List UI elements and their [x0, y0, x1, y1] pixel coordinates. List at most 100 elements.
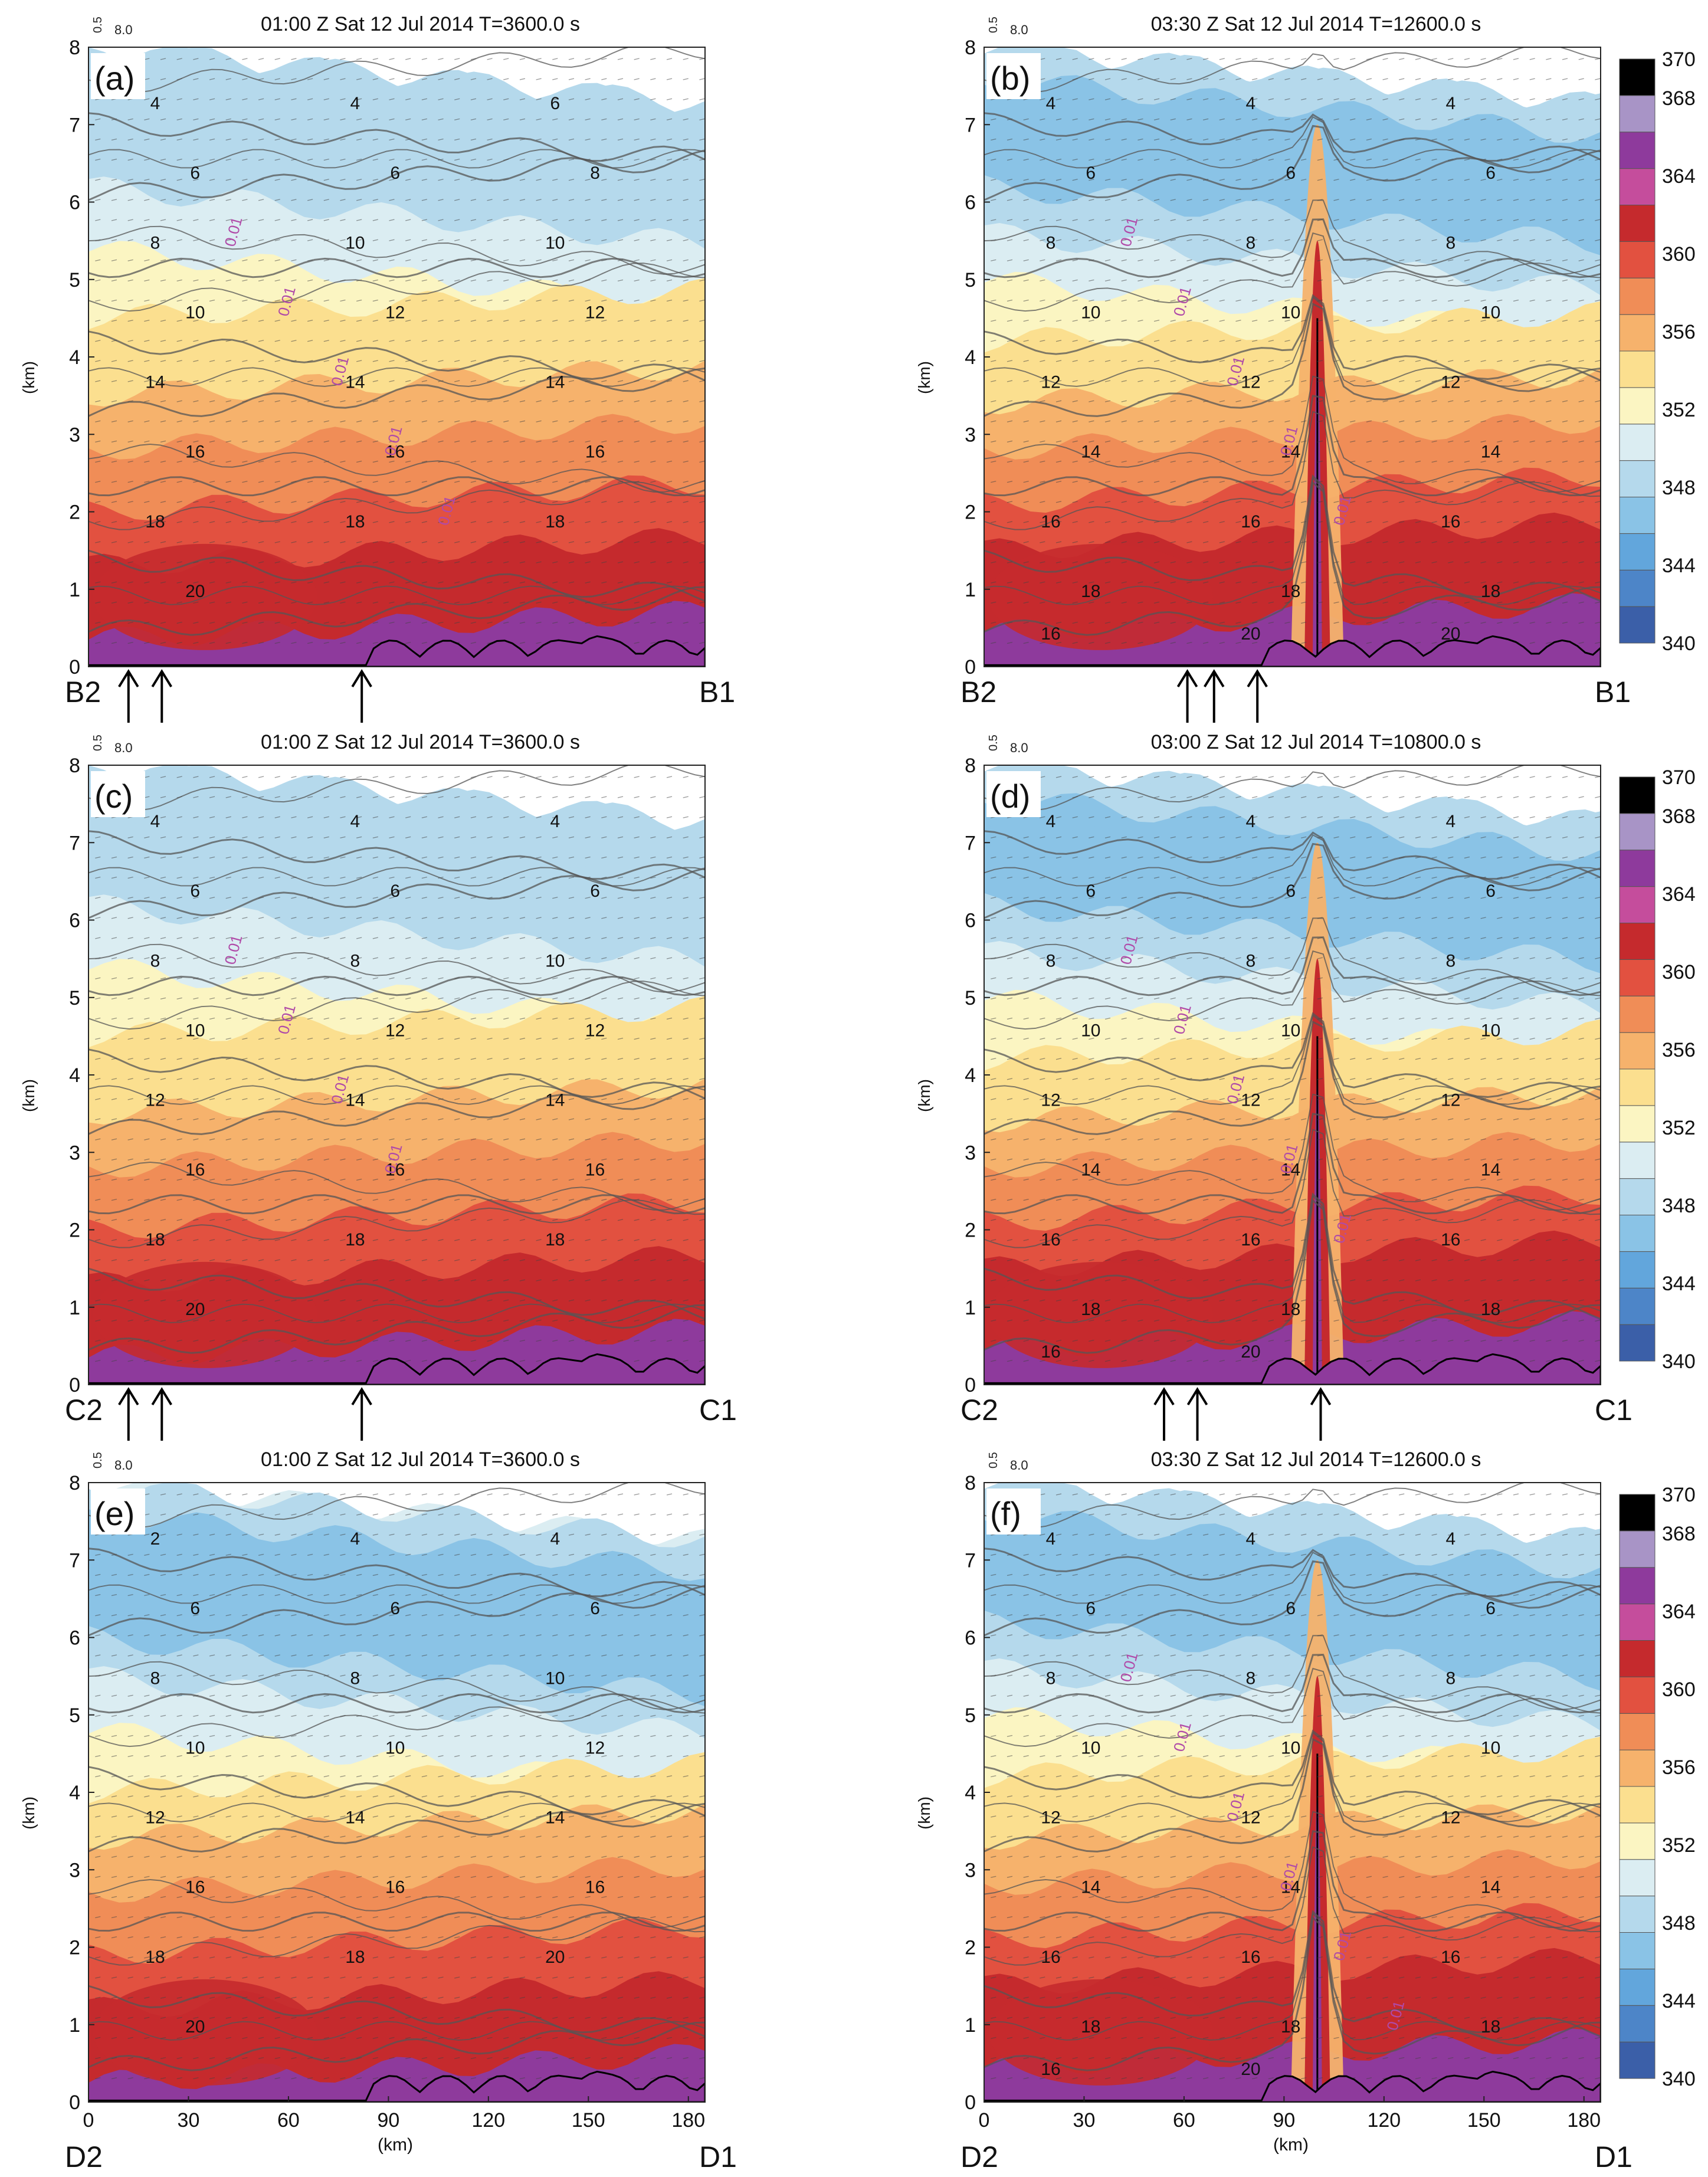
wind-vector: [1089, 561, 1094, 563]
wind-vector: [1040, 1037, 1045, 1040]
wind-vector: [1333, 259, 1339, 261]
wind-vector: [1578, 219, 1584, 221]
wind-vector: [421, 1319, 428, 1322]
wind-vector: [552, 1319, 558, 1322]
wind-vector: [666, 199, 673, 201]
wind-vector: [176, 480, 182, 483]
wind-vector: [1186, 957, 1192, 959]
wind-vector: [1366, 1319, 1372, 1322]
moisture-contour: [88, 1303, 705, 1323]
wind-vector: [1464, 601, 1470, 604]
y-tick-label: 7: [69, 832, 80, 854]
wind-vector: [1529, 460, 1535, 463]
wind-vector: [1562, 199, 1568, 201]
wind-vector: [438, 199, 444, 201]
wind-vector: [1268, 1239, 1274, 1241]
wind-vector: [1153, 1078, 1160, 1080]
wind-vector: [1186, 1158, 1192, 1161]
wind-vector: [438, 977, 444, 979]
wind-vector: [1089, 1037, 1094, 1040]
wind-vector: [1464, 279, 1470, 282]
wind-vector: [95, 138, 101, 141]
wind-vector: [176, 521, 182, 523]
wind-vector: [617, 561, 624, 563]
wind-vector: [274, 1158, 280, 1161]
wind-vector: [356, 239, 362, 241]
wind-vector: [601, 621, 607, 624]
wind-vector: [503, 541, 509, 543]
wind-vector: [1153, 1037, 1160, 1040]
wind-vector: [160, 856, 166, 859]
wind-vector: [1007, 179, 1013, 181]
wind-vector: [1170, 856, 1176, 859]
wind-vector: [699, 541, 705, 543]
wind-vector: [1268, 480, 1274, 483]
wind-vector: [356, 937, 362, 939]
wind-vector: [1170, 796, 1176, 798]
wind-vector: [242, 796, 248, 798]
wind-vector: [323, 796, 329, 798]
moisture-contour: [984, 116, 1601, 169]
wind-vector: [1415, 440, 1421, 443]
contour-label: 6: [1086, 163, 1096, 183]
wind-vector: [1366, 118, 1372, 121]
contour-label: 10: [1281, 303, 1300, 322]
wind-vector: [1562, 78, 1568, 80]
wind-vector: [585, 480, 591, 483]
wind-vector: [536, 460, 542, 463]
wind-vector: [1007, 138, 1013, 141]
wind-vector: [536, 601, 542, 604]
wind-vector: [1170, 98, 1176, 100]
wind-vector: [1055, 601, 1062, 604]
wind-vector: [1366, 796, 1372, 798]
wind-vector: [1040, 1239, 1045, 1241]
wind-vector: [1186, 836, 1192, 839]
wind-vector: [1464, 239, 1470, 241]
wind-vector: [111, 521, 117, 523]
wind-vector: [421, 521, 428, 523]
contour-label: 12: [585, 1021, 605, 1040]
wind-vector: [1562, 541, 1568, 543]
wind-vector: [1089, 279, 1094, 282]
wind-vector: [1089, 876, 1094, 879]
wind-vector: [470, 1178, 477, 1181]
wind-vector: [1350, 1299, 1356, 1301]
wind-vector: [291, 299, 297, 302]
wind-vector: [1464, 460, 1470, 463]
wind-vector: [1415, 836, 1421, 839]
wind-vector: [340, 876, 346, 879]
wind-vector: [1448, 440, 1454, 443]
wind-vector: [1137, 380, 1143, 382]
wind-vector: [1186, 279, 1192, 282]
wind-vector: [144, 1319, 150, 1322]
wind-vector: [1219, 1198, 1225, 1201]
wind-vector: [291, 1178, 297, 1181]
wind-vector: [1464, 440, 1470, 443]
wind-vector: [601, 299, 607, 302]
wind-vector: [323, 776, 329, 778]
wind-vector: [617, 219, 624, 221]
wind-vector: [193, 997, 199, 1000]
wind-vector: [242, 1078, 248, 1080]
wind-vector: [1186, 480, 1192, 483]
wind-vector: [1089, 1219, 1094, 1221]
wind-vector: [1170, 641, 1176, 644]
wind-vector: [372, 1198, 378, 1201]
wind-vector: [617, 917, 624, 919]
wind-vector: [1366, 1219, 1372, 1221]
wind-vector: [389, 319, 395, 322]
wind-vector: [1301, 259, 1307, 261]
wind-vector: [111, 420, 117, 422]
wind-vector: [1431, 1239, 1437, 1241]
wind-vector: [209, 561, 215, 563]
wind-vector: [1513, 997, 1519, 1000]
wind-vector: [372, 1239, 378, 1241]
wind-vector: [1007, 279, 1013, 282]
wind-vector: [1431, 440, 1437, 443]
wind-vector: [634, 380, 640, 382]
wind-vector: [617, 158, 624, 161]
wind-vector: [1415, 1359, 1421, 1362]
wind-vector: [1480, 340, 1486, 342]
wind-vector: [1399, 897, 1405, 899]
wind-vector: [1055, 836, 1062, 839]
